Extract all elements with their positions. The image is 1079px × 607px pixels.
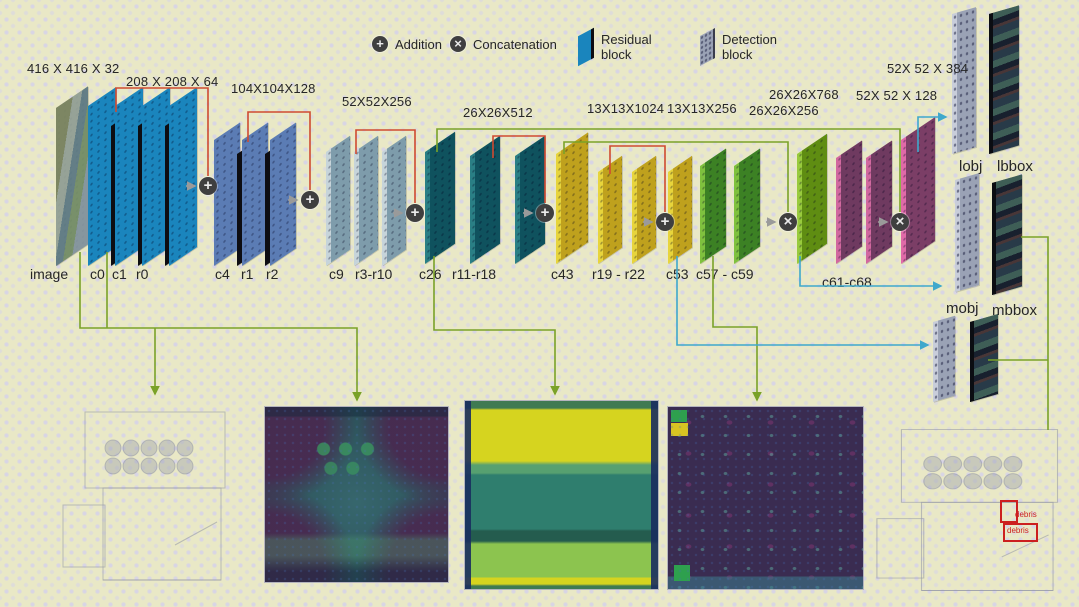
detection-label-2: debris: [1007, 526, 1029, 535]
legend-concatenation: × Concatenation: [450, 36, 557, 52]
residual-r19-r22-b: [632, 155, 656, 264]
mbbox-block: [992, 174, 1022, 295]
residual-block-icon: [578, 27, 594, 67]
dimension-label: 104X104X128: [231, 81, 316, 96]
legend-residual-block: Residual block: [578, 27, 652, 67]
output-label: mobj: [946, 300, 979, 317]
conv-c53: [668, 155, 692, 264]
layer-label: c61-c68: [822, 274, 872, 290]
conv-c26: [425, 131, 455, 264]
residual-r0-b: [169, 87, 197, 266]
detection-block-icon: [700, 28, 715, 66]
sbbox-block: [970, 313, 998, 402]
residual-r11-r18-a: [470, 135, 500, 264]
legend-detection-block: Detection block: [700, 28, 777, 66]
dimension-label: 26X26X512: [463, 105, 533, 120]
detection-bbox-1: [1000, 500, 1018, 523]
output-label: lobj: [959, 158, 983, 175]
layer-label: r2: [266, 266, 279, 282]
dimension-label: 52X 52 X 128: [856, 88, 938, 103]
addition-op-icon: +: [301, 191, 319, 209]
addition-op-icon: +: [199, 177, 217, 195]
dimension-label: 416 X 416 X 32: [27, 61, 120, 76]
layer-label: c4: [215, 266, 230, 282]
layer-label: c53: [666, 266, 689, 282]
addition-op-icon: +: [536, 204, 554, 222]
concatenation-op-icon: ×: [779, 213, 797, 231]
feature-map-input-sketch: [55, 400, 238, 592]
detection-bbox-2: [1003, 523, 1038, 542]
sobj-block: [933, 315, 955, 402]
residual-r3-r10-a: [354, 135, 378, 266]
layer-label: c26: [419, 266, 442, 282]
detection-label-1: debris: [1015, 510, 1037, 519]
dimension-label: 208 X 208 X 64: [126, 74, 219, 89]
head-block-large: [901, 117, 935, 264]
output-label: lbbox: [997, 158, 1033, 175]
layer-label: r19 - r22: [592, 266, 645, 282]
conv-c9: [326, 135, 350, 266]
layer-label: r3-r10: [355, 266, 393, 282]
conv-c62-c68-b: [866, 140, 892, 264]
conv-c43: [556, 132, 588, 264]
sketch-graphic: [62, 411, 226, 581]
layer-label: c9: [329, 266, 344, 282]
residual-r3-r10-b: [382, 135, 406, 266]
feature-map-detection-result: debris debris: [868, 418, 1072, 602]
conv-c62-c68-a: [836, 140, 862, 264]
feature-map-deep: [667, 406, 864, 590]
dimension-label: 52X 52 X 384: [887, 61, 969, 76]
residual-r19-r22-a: [598, 155, 622, 264]
legend-residual-label: Residual block: [601, 32, 652, 62]
legend-concatenation-label: Concatenation: [473, 36, 557, 52]
feature-map-mid: [464, 400, 659, 590]
dimension-label: 13X13X1024: [587, 101, 665, 116]
feature-map-shallow: [264, 406, 449, 583]
layer-label: c1: [112, 266, 127, 282]
input-image-block: [56, 86, 88, 266]
mobj-block: [955, 173, 979, 292]
addition-op-icon: +: [406, 204, 424, 222]
legend-addition-label: Addition: [395, 36, 442, 52]
layer-label: c0: [90, 266, 105, 282]
residual-r11-r18-b: [515, 135, 545, 264]
layer-label: c57 - c59: [696, 266, 754, 282]
addition-op-icon: +: [656, 213, 674, 231]
conv-c61: [797, 133, 827, 264]
legend-addition: + Addition: [372, 36, 442, 52]
concatenation-icon: ×: [450, 36, 466, 52]
dimension-label: 26X26X768: [769, 87, 839, 102]
dimension-label: 26X26X256: [749, 103, 819, 118]
dimension-label: 52X52X256: [342, 94, 412, 109]
residual-r2: [270, 122, 296, 267]
lobj-block: [952, 7, 976, 155]
conv-c57-c59-a: [700, 148, 726, 264]
sketch-graphic: [876, 429, 1059, 591]
legend-detection-label: Detection block: [722, 32, 777, 62]
layer-label: r11-r18: [452, 266, 497, 282]
layer-label: r1: [241, 266, 254, 282]
lbbox-block: [989, 5, 1019, 154]
layer-label: r0: [136, 266, 149, 282]
addition-icon: +: [372, 36, 388, 52]
dimension-label: 13X13X256: [667, 101, 737, 116]
output-label: mbbox: [992, 302, 1038, 319]
concatenation-op-icon: ×: [891, 213, 909, 231]
conv-c57-c59-b: [734, 148, 760, 264]
layer-label: image: [30, 266, 69, 282]
layer-label: c43: [551, 266, 574, 282]
